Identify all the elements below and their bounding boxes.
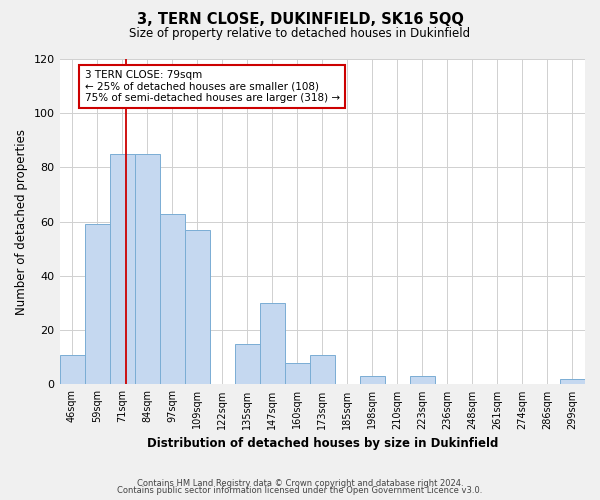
Bar xyxy=(134,154,160,384)
Text: Contains public sector information licensed under the Open Government Licence v3: Contains public sector information licen… xyxy=(118,486,482,495)
Bar xyxy=(260,303,285,384)
Bar xyxy=(185,230,209,384)
Text: 3 TERN CLOSE: 79sqm
← 25% of detached houses are smaller (108)
75% of semi-detac: 3 TERN CLOSE: 79sqm ← 25% of detached ho… xyxy=(85,70,340,103)
Bar xyxy=(560,379,585,384)
Bar xyxy=(285,362,310,384)
Text: Contains HM Land Registry data © Crown copyright and database right 2024.: Contains HM Land Registry data © Crown c… xyxy=(137,478,463,488)
Bar xyxy=(59,354,85,384)
Bar xyxy=(235,344,260,385)
Bar xyxy=(410,376,435,384)
Bar xyxy=(360,376,385,384)
Text: Size of property relative to detached houses in Dukinfield: Size of property relative to detached ho… xyxy=(130,28,470,40)
X-axis label: Distribution of detached houses by size in Dukinfield: Distribution of detached houses by size … xyxy=(146,437,498,450)
Y-axis label: Number of detached properties: Number of detached properties xyxy=(15,128,28,314)
Bar xyxy=(160,214,185,384)
Bar xyxy=(85,224,110,384)
Bar xyxy=(110,154,134,384)
Bar xyxy=(310,354,335,384)
Text: 3, TERN CLOSE, DUKINFIELD, SK16 5QQ: 3, TERN CLOSE, DUKINFIELD, SK16 5QQ xyxy=(137,12,463,28)
